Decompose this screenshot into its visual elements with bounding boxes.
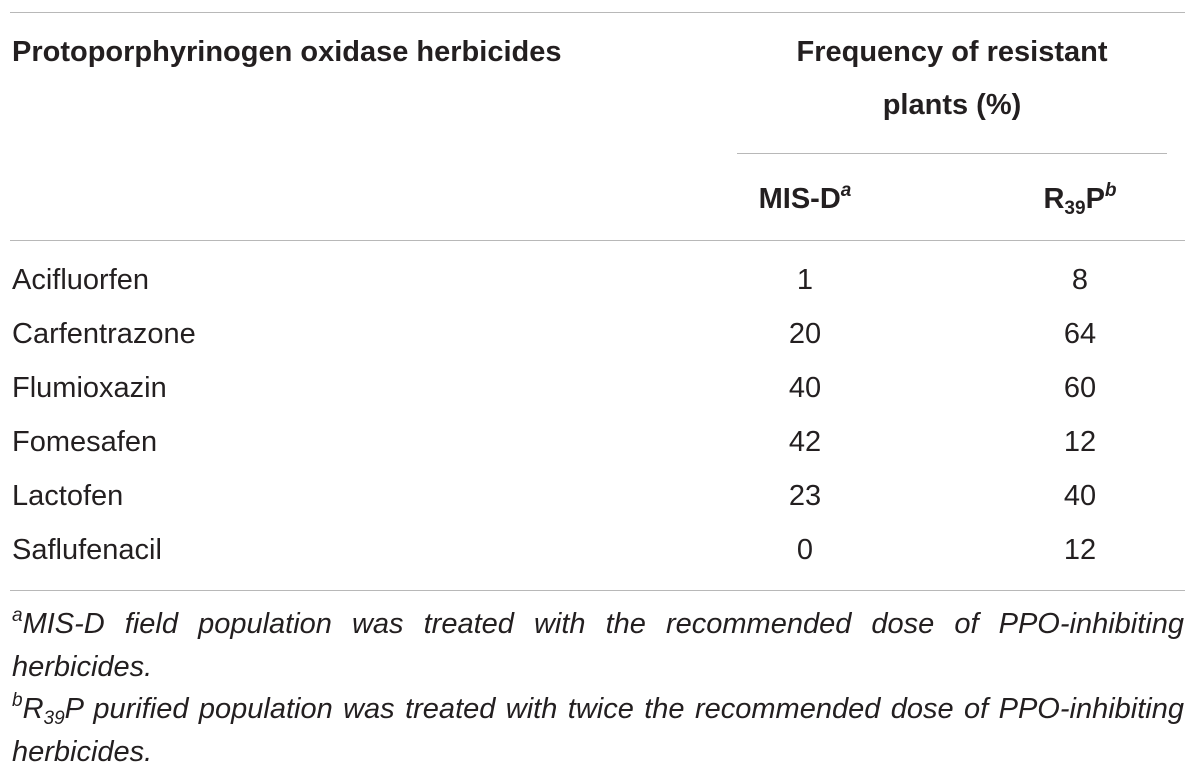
group-rule — [737, 153, 1167, 154]
column-header-sub: 39 — [1064, 198, 1086, 219]
column-header: R39Pb — [980, 172, 1180, 226]
bottom-rule — [10, 590, 1185, 591]
table-cell: 23 — [788, 480, 822, 512]
row-label: Fomesafen — [12, 426, 158, 458]
header-rule — [10, 240, 1185, 241]
top-rule — [10, 12, 1185, 13]
footnote-sub: 39 — [43, 708, 65, 729]
column-header-sup: b — [1104, 180, 1117, 201]
column-header-sup: a — [840, 180, 852, 201]
row-label-header: Protoporphyrinogen oxidase herbicides — [12, 36, 562, 68]
table-cell: 12 — [1063, 534, 1097, 566]
table-cell: 60 — [1063, 372, 1097, 404]
footnote-text: MIS-D field population was treated with … — [12, 608, 1184, 683]
footnote: aMIS-D field population was treated with… — [12, 603, 1184, 689]
column-header-text: MIS-D — [758, 183, 841, 215]
row-label: Flumioxazin — [12, 372, 167, 404]
footnote-mark: a — [12, 605, 23, 626]
table-cell: 1 — [796, 264, 814, 296]
row-label: Carfentrazone — [12, 318, 196, 350]
table-cell: 64 — [1063, 318, 1097, 350]
row-label: Acifluorfen — [12, 264, 150, 296]
column-header: MIS-Da — [705, 172, 905, 226]
row-label: Lactofen — [12, 480, 124, 512]
table-cell: 20 — [788, 318, 822, 350]
table-cell: 12 — [1063, 426, 1097, 458]
column-header-text: P — [1085, 183, 1105, 215]
column-header-text: R — [1043, 183, 1065, 215]
footnote: bR39P purified population was treated wi… — [12, 688, 1184, 774]
table-cell: 40 — [788, 372, 822, 404]
row-label: Saflufenacil — [12, 534, 162, 566]
table-cell: 0 — [796, 534, 814, 566]
table-cell: 40 — [1063, 480, 1097, 512]
table-cell: 8 — [1071, 264, 1089, 296]
footnote-text: P purified population was treated with t… — [12, 693, 1184, 768]
footnote-mark: b — [12, 690, 23, 711]
group-header: Frequency of resistant plants (%) — [796, 36, 1108, 121]
footnote-text: R — [22, 693, 44, 725]
table-cell: 42 — [788, 426, 822, 458]
